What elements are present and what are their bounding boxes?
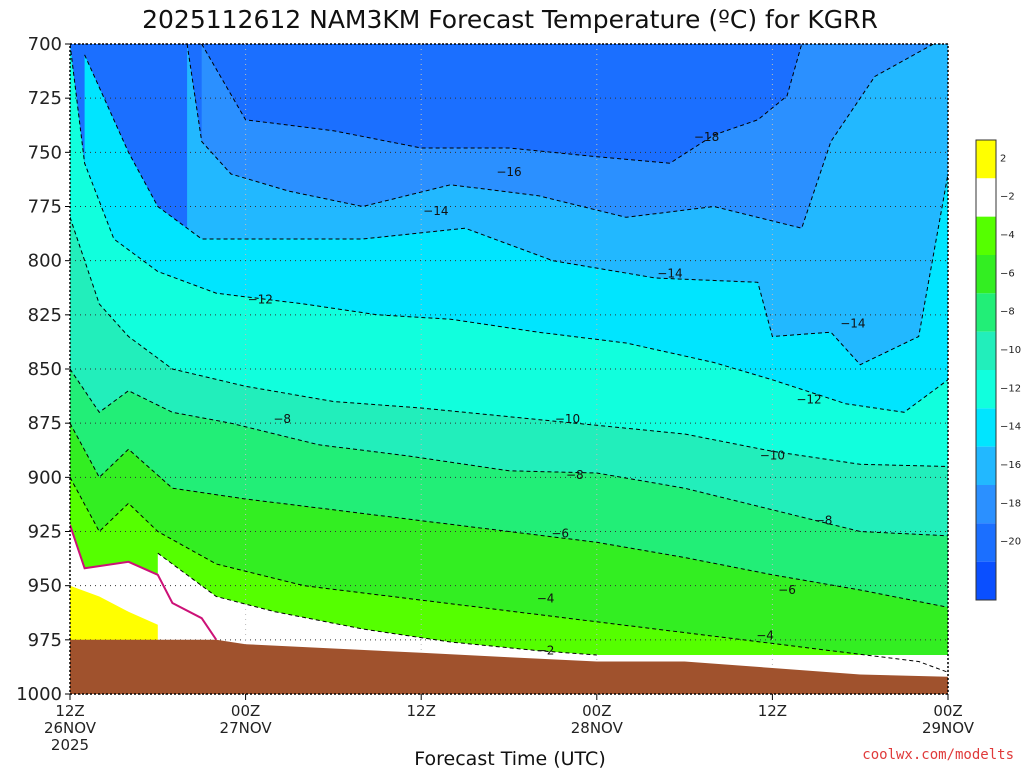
colorbar-label: −6	[1000, 268, 1015, 279]
colorbar-swatch	[976, 370, 996, 409]
y-tick-label: 800	[28, 251, 62, 272]
isotherm-10	[70, 217, 948, 467]
x-tick-label: 28NOV	[571, 719, 624, 737]
colorbar-label: −12	[1000, 383, 1021, 394]
x-tick-label: 12Z	[407, 702, 436, 720]
y-tick-label: 775	[28, 197, 62, 218]
contour-labels: −18 −16 −14 −14 −14 −12 −12 −10 −10 −8 −8 −8 −6 −6 −4 −…	[248, 130, 866, 658]
x-tick-label: 00Z	[933, 702, 962, 720]
x-tick-label: 26NOV	[44, 719, 97, 737]
colorbar-frame	[975, 139, 997, 601]
credit-text: coolwx.com/modelts	[862, 747, 1014, 763]
isotherm-4	[70, 477, 948, 673]
colorbar-swatch	[976, 293, 996, 332]
contour-label: −2	[537, 644, 555, 658]
colorbar: 2 −2 −4 −6 −8 −10 −12 −14 −16 −18 −20	[975, 139, 1021, 601]
colorbar-swatch	[976, 485, 996, 524]
y-tick-label: 875	[28, 413, 62, 434]
colorbar-label: −18	[1000, 498, 1021, 509]
contour-label: −16	[496, 165, 521, 179]
chart-title: 2025112612 NAM3KM Forecast Temperature (…	[142, 5, 878, 34]
x-tick-label: 12Z	[758, 702, 787, 720]
y-tick-label: 900	[28, 467, 62, 488]
y-axis: 700 725 750 775 800 825 850 875 900 925 950 975 1000	[16, 34, 70, 705]
y-tick-label: 825	[28, 305, 62, 326]
colorbar-label: −14	[1000, 422, 1021, 433]
terrain-surface	[70, 639, 948, 694]
colorbar-swatch	[976, 216, 996, 255]
contour-label: −14	[657, 267, 682, 281]
contour-label: −18	[694, 130, 719, 144]
freezing-line	[70, 524, 218, 641]
colorbar-swatch	[976, 255, 996, 294]
x-axis-label: Forecast Time (UTC)	[414, 748, 605, 768]
contour-label: −14	[423, 204, 448, 218]
y-tick-label: 925	[28, 522, 62, 543]
colorbar-swatch	[976, 331, 996, 370]
colorbar-swatch	[976, 178, 996, 217]
contour-label: −12	[796, 392, 821, 406]
y-tick-label: 700	[28, 34, 62, 55]
colorbar-label: −10	[1000, 345, 1021, 356]
colorbar-swatch	[976, 446, 996, 485]
contour-label: −12	[248, 293, 273, 307]
contour-label: −10	[555, 412, 580, 426]
x-tick-label: 29NOV	[922, 719, 975, 737]
colorbar-label: 2	[1000, 153, 1006, 164]
y-tick-label: 950	[28, 576, 62, 597]
x-tick-label: 00Z	[231, 702, 260, 720]
isotherm-12	[70, 44, 948, 413]
contour-label: −6	[551, 527, 569, 541]
y-tick-label: 725	[28, 88, 62, 109]
temperature-fields	[70, 44, 948, 694]
x-tick-label: 2025	[51, 736, 89, 754]
isotherm-14	[84, 54, 948, 366]
contour-label: −8	[815, 514, 833, 528]
colorbar-label: −16	[1000, 460, 1021, 471]
colorbar-label: −2	[1000, 192, 1015, 203]
x-tick-label: 00Z	[582, 702, 611, 720]
contour-label: −10	[760, 449, 785, 463]
colorbar-label: −8	[1000, 307, 1015, 318]
isotherm-lines	[70, 44, 948, 673]
x-tick-label: 27NOV	[220, 719, 273, 737]
contour-label: −6	[778, 583, 796, 597]
y-tick-label: 975	[28, 630, 62, 651]
isotherm-18	[201, 44, 803, 164]
y-tick-label: 850	[28, 359, 62, 380]
terrain	[70, 639, 948, 694]
y-tick-label: 750	[28, 142, 62, 163]
colorbar-swatch	[976, 140, 996, 179]
isotherm-16	[186, 44, 934, 229]
colorbar-swatch	[976, 561, 996, 600]
colorbar-label: −20	[1000, 537, 1021, 548]
contour-label: −4	[537, 592, 555, 606]
colorbar-label: −4	[1000, 230, 1015, 241]
contour-label: −8	[273, 412, 291, 426]
contour-label: −8	[566, 468, 584, 482]
x-tick-label: 12Z	[55, 702, 84, 720]
isotherm-2	[157, 552, 597, 656]
colorbar-swatch	[976, 523, 996, 562]
y-tick-label: 1000	[16, 684, 62, 705]
colorbar-swatch	[976, 408, 996, 447]
contour-label: −4	[756, 629, 774, 643]
contour-label: −14	[840, 317, 865, 331]
